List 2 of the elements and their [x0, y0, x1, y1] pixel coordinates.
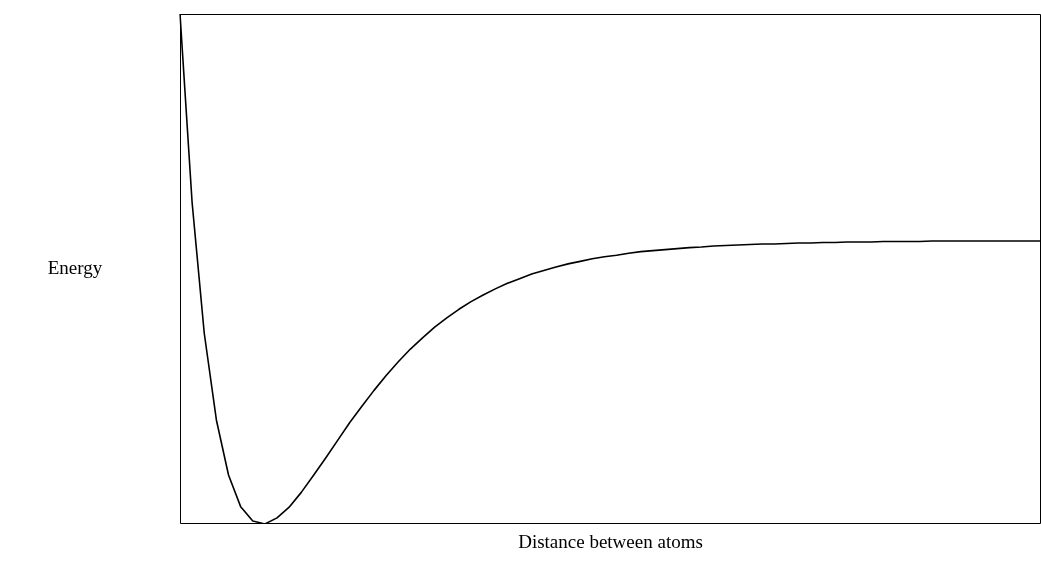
y-axis-title: Energy [46, 257, 104, 279]
x-axis-title: Distance between atoms [517, 531, 704, 553]
